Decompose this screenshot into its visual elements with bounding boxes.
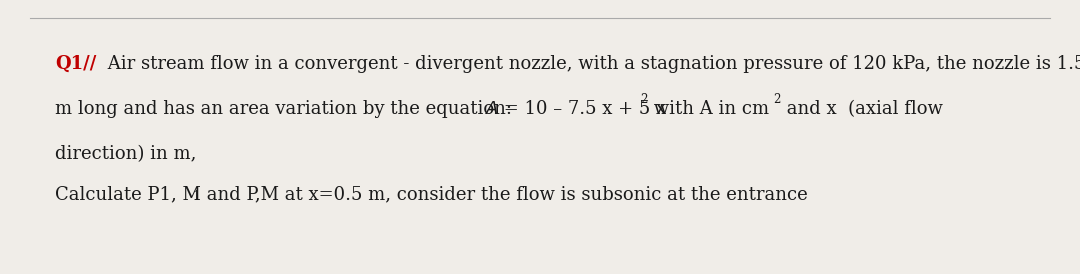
Text: Q1//: Q1//	[55, 55, 96, 73]
Text: $\mathit{A}$: $\mathit{A}$	[485, 100, 499, 118]
Text: with A in cm: with A in cm	[648, 100, 769, 118]
Text: Air stream flow in a convergent - divergent nozzle, with a stagnation pressure o: Air stream flow in a convergent - diverg…	[102, 55, 1080, 73]
Text: 1: 1	[193, 190, 201, 203]
Text: Calculate P1, M: Calculate P1, M	[55, 185, 201, 203]
Text: and P,M at x=0.5 m, consider the flow is subsonic at the entrance: and P,M at x=0.5 m, consider the flow is…	[201, 185, 808, 203]
Text: 2: 2	[773, 93, 781, 106]
Text: 2: 2	[640, 93, 647, 106]
Text: m long and has an area variation by the equation:: m long and has an area variation by the …	[55, 100, 524, 118]
Text: direction) in m,: direction) in m,	[55, 145, 197, 163]
Text: and x  (axial flow: and x (axial flow	[781, 100, 943, 118]
Text: = 10 – 7.5 x + 5 x: = 10 – 7.5 x + 5 x	[498, 100, 666, 118]
